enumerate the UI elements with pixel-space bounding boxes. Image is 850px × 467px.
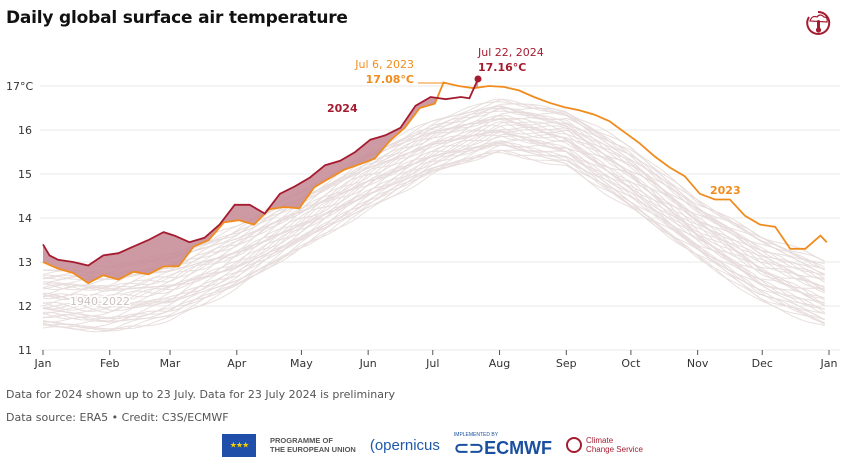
eu-programme-logo: PROGRAMME OF THE EUROPEAN UNION bbox=[270, 436, 356, 454]
annotations: 2024 2023 1940-2022 Jul 6, 2023 17.08°C Jul 2… bbox=[69, 46, 741, 310]
y-tick-label: 17°C bbox=[6, 80, 33, 93]
record-2024-value: 17.16°C bbox=[478, 61, 526, 74]
fill-2024-above-2023 bbox=[43, 79, 478, 284]
x-tick-label: Jul bbox=[425, 357, 439, 370]
historical-year-line bbox=[42, 130, 825, 311]
ecmwf-implemented-by: IMPLEMENTED BY bbox=[453, 432, 499, 438]
x-tick-label: Sep bbox=[556, 357, 577, 370]
preliminary-note: Data for 2024 shown up to 23 July. Data … bbox=[6, 388, 396, 401]
c3s-logo: Climate Change Service bbox=[566, 436, 643, 454]
x-tick-label: Feb bbox=[100, 357, 119, 370]
x-axis: Jan Feb Mar Apr May Jun Jul Aug Sep Oct Nov Dec Jan bbox=[34, 350, 838, 370]
historical-year-line bbox=[42, 144, 825, 323]
x-tick-label: Jan bbox=[820, 357, 838, 370]
x-tick-label: May bbox=[290, 357, 313, 370]
x-tick-label: Dec bbox=[752, 357, 773, 370]
record-2023-date: Jul 6, 2023 bbox=[354, 58, 414, 71]
historical-year-line bbox=[42, 121, 825, 302]
y-tick-label: 11 bbox=[18, 344, 32, 357]
source-note: Data source: ERA5 • Credit: C3S/ECMWF bbox=[6, 411, 229, 424]
record-2024-date: Jul 22, 2024 bbox=[477, 46, 544, 59]
historical-year-line bbox=[42, 114, 825, 291]
chart-title: Daily global surface air temperature bbox=[6, 8, 348, 28]
x-tick-label: Jun bbox=[359, 357, 377, 370]
y-axis: 11 12 13 14 15 16 17°C bbox=[6, 80, 33, 357]
historical-year-line bbox=[42, 139, 825, 320]
historical-year-line bbox=[42, 118, 825, 298]
y-tick-label: 15 bbox=[18, 168, 32, 181]
historical-year-line bbox=[42, 110, 825, 283]
historical-year-line bbox=[42, 126, 825, 303]
historical-year-line bbox=[42, 111, 825, 290]
partner-logos: ★★★ PROGRAMME OF THE EUROPEAN UNION (oper… bbox=[222, 430, 643, 460]
record-2024-marker bbox=[474, 75, 482, 83]
temperature-chart: 11 12 13 14 15 16 17°C Jan Feb Mar Apr May Jun Jul Au… bbox=[6, 46, 840, 370]
label-2024: 2024 bbox=[327, 102, 358, 115]
c3s-thermometer-logo-icon bbox=[806, 10, 831, 35]
historical-year-line bbox=[42, 121, 825, 302]
series-2023-line bbox=[42, 81, 828, 285]
x-tick-label: Jan bbox=[34, 357, 52, 370]
y-tick-label: 16 bbox=[18, 124, 32, 137]
label-historical: 1940-2022 bbox=[70, 295, 130, 308]
x-tick-label: Apr bbox=[227, 357, 247, 370]
historical-year-line bbox=[42, 141, 825, 320]
series-2024-line bbox=[42, 78, 479, 267]
historical-year-line bbox=[43, 140, 825, 321]
record-2023-value: 17.08°C bbox=[366, 73, 414, 86]
x-tick-label: Mar bbox=[160, 357, 181, 370]
y-tick-label: 12 bbox=[18, 300, 32, 313]
historical-year-line bbox=[42, 135, 825, 314]
historical-year-line bbox=[42, 149, 825, 332]
copernicus-logo: (opernicus bbox=[369, 436, 440, 454]
historical-series-1940-2022 bbox=[42, 98, 825, 333]
eu-flag-icon: ★★★ bbox=[222, 433, 256, 457]
ecmwf-logo: IMPLEMENTED BY ⊂⊃ECMWF bbox=[453, 432, 553, 458]
x-tick-label: Oct bbox=[621, 357, 641, 370]
c3s-ring-icon bbox=[566, 437, 583, 453]
x-tick-label: Aug bbox=[489, 357, 510, 370]
label-2023: 2023 bbox=[710, 184, 741, 197]
y-tick-label: 14 bbox=[18, 212, 32, 225]
y-tick-label: 13 bbox=[18, 256, 32, 269]
x-tick-label: Nov bbox=[687, 357, 709, 370]
